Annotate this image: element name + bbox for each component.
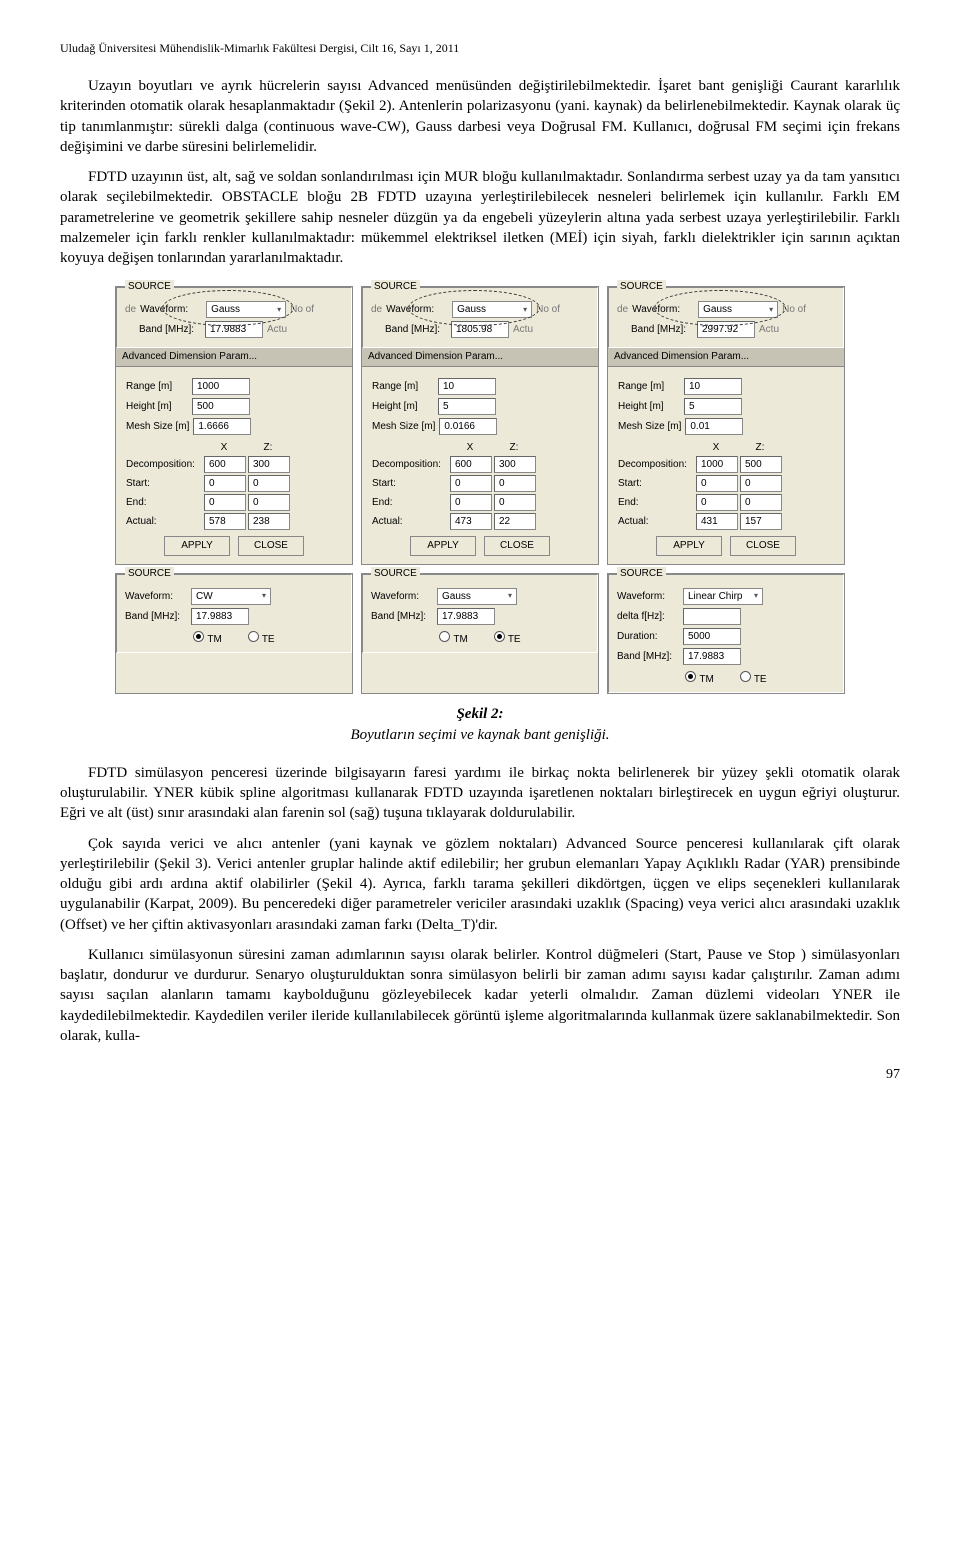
dim-panel-3: SOURCE de Waveform: Gauss▾ No of Band [M… [607, 286, 845, 565]
waveform-dropdown[interactable]: Gauss▾ [452, 301, 532, 318]
tm-radio[interactable]: TM [439, 631, 467, 647]
range-field[interactable]: 1000 [192, 378, 250, 395]
decomp-x[interactable]: 600 [204, 456, 246, 473]
delta-f-field[interactable] [683, 608, 741, 625]
caption-title: Şekil 2: [60, 704, 900, 724]
decomp-label: Decomposition: [126, 458, 200, 472]
delta-f-label: delta f[Hz]: [617, 610, 679, 624]
decomp-z[interactable]: 300 [248, 456, 290, 473]
paragraph-1: Uzayın boyutları ve ayrık hücrelerin say… [60, 76, 900, 157]
dim-panel-1: SOURCE de Waveform: Gauss▾ No of Band [M… [115, 286, 353, 565]
waveform-label: Waveform: [140, 303, 202, 317]
te-radio[interactable]: TE [248, 631, 275, 647]
paragraph-2: FDTD uzayının üst, alt, sağ ve soldan so… [60, 167, 900, 268]
cut-noof: No of [290, 303, 314, 317]
x-header: X [204, 441, 244, 455]
journal-header: Uludağ Üniversitesi Mühendislik-Mimarlık… [60, 40, 900, 56]
apply-button[interactable]: APPLY [656, 536, 722, 556]
apply-button[interactable]: APPLY [410, 536, 476, 556]
te-radio[interactable]: TE [740, 671, 767, 687]
figure-2: SOURCE de Waveform: Gauss▾ No of Band [M… [60, 286, 900, 745]
actual-x[interactable]: 578 [204, 513, 246, 530]
height-field[interactable]: 500 [192, 398, 250, 415]
band-field[interactable]: 17.9883 [683, 648, 741, 665]
source-panel-3: SOURCE Waveform: Linear Chirp▾ delta f[H… [607, 573, 845, 695]
band-label: Band [MHz]: [139, 323, 201, 337]
paragraph-4: Çok sayıda verici ve alıcı antenler (yan… [60, 834, 900, 935]
close-button[interactable]: CLOSE [484, 536, 550, 556]
tm-radio[interactable]: TM [193, 631, 221, 647]
end-z[interactable]: 0 [248, 494, 290, 511]
paragraph-3: FDTD simülasyon penceresi üzerinde bilgi… [60, 763, 900, 824]
start-z[interactable]: 0 [248, 475, 290, 492]
waveform-dropdown[interactable]: Gauss▾ [437, 588, 517, 605]
tm-radio[interactable]: TM [685, 671, 713, 687]
z-header: Z: [248, 441, 288, 455]
range-label: Range [m] [126, 380, 188, 394]
waveform-dropdown[interactable]: Gauss▾ [206, 301, 286, 318]
close-button[interactable]: CLOSE [730, 536, 796, 556]
band-field[interactable]: 1805.98 [451, 321, 509, 338]
mesh-field[interactable]: 0.0166 [439, 418, 497, 435]
actual-z[interactable]: 238 [248, 513, 290, 530]
actual-label: Actual: [126, 515, 200, 529]
page-number: 97 [60, 1066, 900, 1085]
height-label: Height [m] [126, 400, 188, 414]
waveform-dropdown[interactable]: Gauss▾ [698, 301, 778, 318]
caption-subtitle: Boyutların seçimi ve kaynak bant genişli… [60, 725, 900, 745]
waveform-dropdown[interactable]: CW▾ [191, 588, 271, 605]
close-button[interactable]: CLOSE [238, 536, 304, 556]
band-field[interactable]: 17.9883 [191, 608, 249, 625]
end-x[interactable]: 0 [204, 494, 246, 511]
band-field[interactable]: 2997.92 [697, 321, 755, 338]
height-field[interactable]: 5 [684, 398, 742, 415]
band-field[interactable]: 17.9883 [437, 608, 495, 625]
mesh-field[interactable]: 1.6666 [193, 418, 251, 435]
start-label: Start: [126, 477, 200, 491]
waveform-dropdown[interactable]: Linear Chirp▾ [683, 588, 763, 605]
range-field[interactable]: 10 [684, 378, 742, 395]
height-field[interactable]: 5 [438, 398, 496, 415]
dim-panel-2: SOURCE de Waveform: Gauss▾ No of Band [M… [361, 286, 599, 565]
source-panel-2: SOURCE Waveform: Gauss▾ Band [MHz]: 17.9… [361, 573, 599, 695]
figure-caption: Şekil 2: Boyutların seçimi ve kaynak ban… [60, 704, 900, 745]
duration-field[interactable]: 5000 [683, 628, 741, 645]
start-x[interactable]: 0 [204, 475, 246, 492]
end-label: End: [126, 496, 200, 510]
range-field[interactable]: 10 [438, 378, 496, 395]
source-panel-1: SOURCE Waveform: CW▾ Band [MHz]: 17.9883… [115, 573, 353, 695]
cut-actu: Actu [267, 323, 287, 337]
paragraph-5: Kullanıcı simülasyonun süresini zaman ad… [60, 945, 900, 1046]
mesh-label: Mesh Size [m] [126, 420, 189, 434]
mesh-field[interactable]: 0.01 [685, 418, 743, 435]
duration-label: Duration: [617, 630, 679, 644]
te-radio[interactable]: TE [494, 631, 521, 647]
group-label-source: SOURCE [125, 280, 174, 294]
cut-left: de [125, 303, 136, 317]
adv-titlebar: Advanced Dimension Param... [116, 348, 352, 367]
apply-button[interactable]: APPLY [164, 536, 230, 556]
band-field[interactable]: 17.9883 [205, 321, 263, 338]
